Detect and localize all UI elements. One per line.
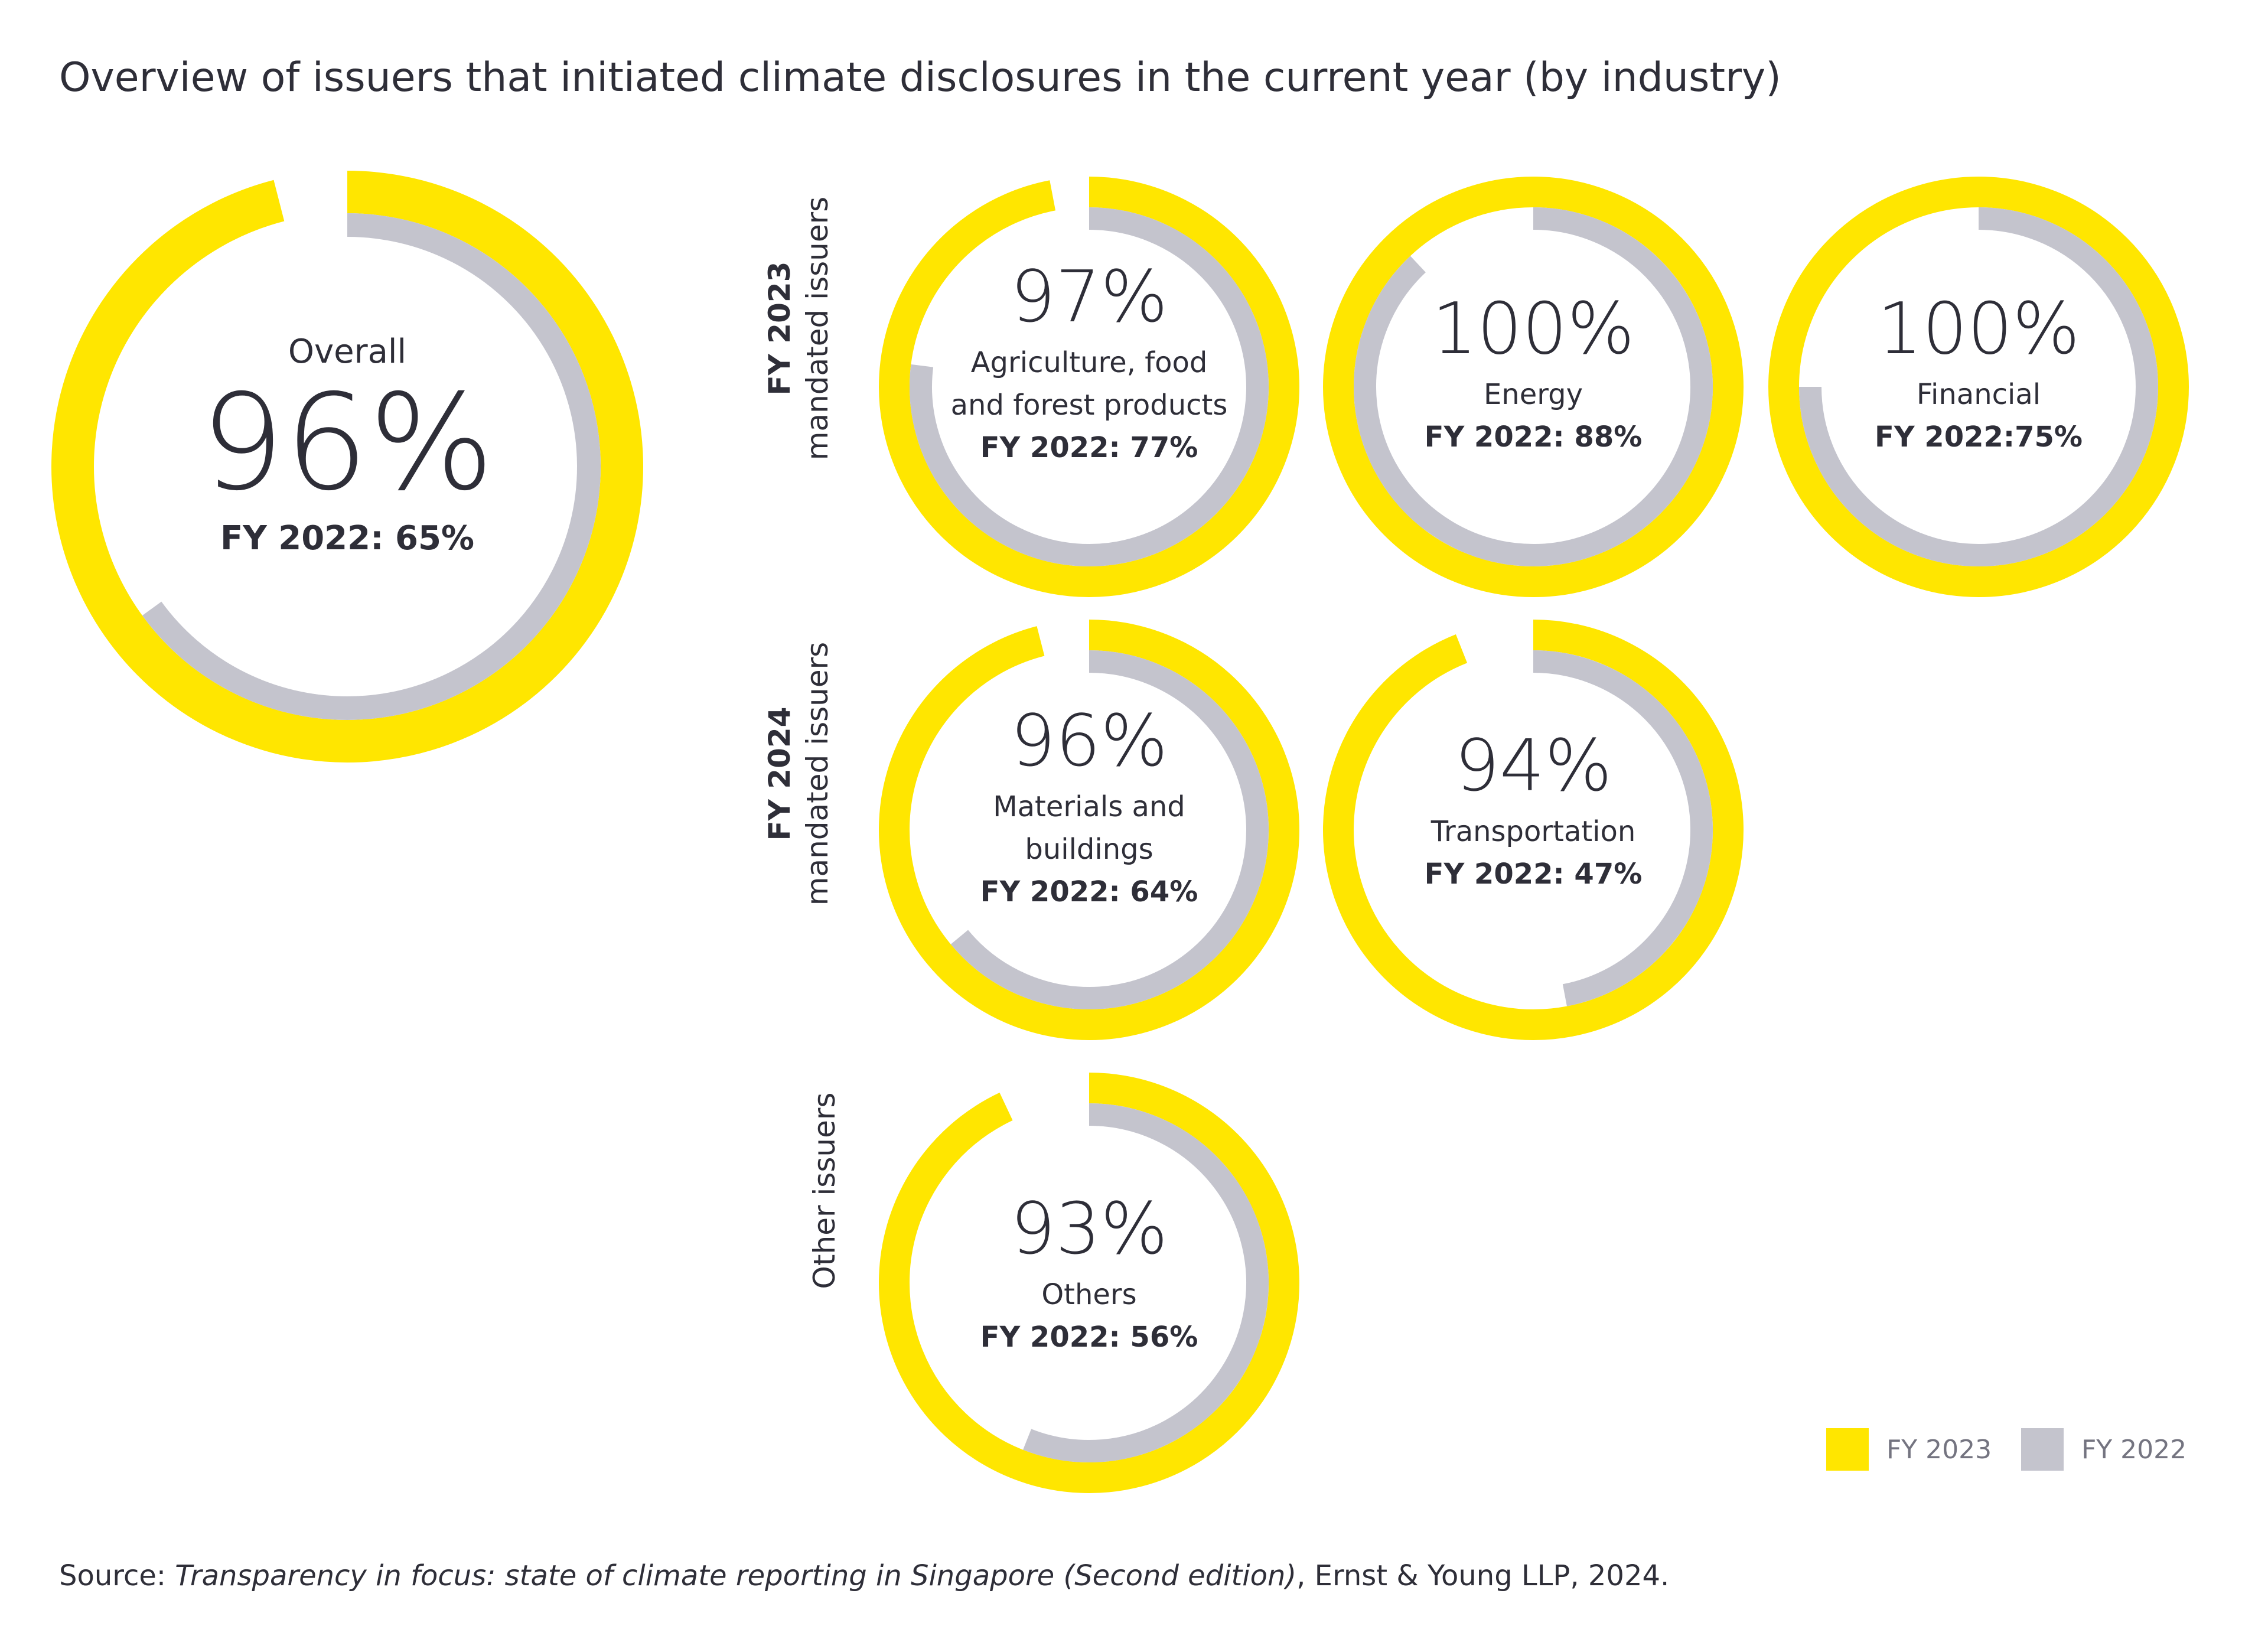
energy-fy2022-value: FY 2022: 88% — [1424, 421, 1643, 454]
energy-labels: 100% Energy FY 2022: 88% — [1425, 294, 1643, 458]
agri-fy2022-value: FY 2022: 77% — [980, 431, 1198, 464]
others-fy2022-value: FY 2022: 56% — [980, 1321, 1198, 1354]
energy-industry-line-1: Energy — [1483, 378, 1583, 411]
others-fy2022-ring — [1023, 1103, 1269, 1462]
overall-fy2023-ring — [51, 171, 643, 763]
agri-industry-line-1: Agriculture, food — [970, 346, 1208, 379]
legend-fy2023: FY 2023 — [1826, 1428, 1992, 1471]
source-prefix: Source: — [59, 1559, 175, 1592]
materials-fy2022-value: FY 2022: 64% — [980, 875, 1198, 908]
transport-fy2023-ring — [1322, 620, 1744, 1040]
materials-fy2023-value: 96% — [1010, 700, 1168, 783]
agri-fy2023-ring — [879, 177, 1299, 597]
legend-fy2022-label: FY 2022 — [2081, 1434, 2187, 1465]
group-fy2024-year: FY 2024 — [762, 706, 797, 841]
others-fy2023-ring — [879, 1073, 1299, 1493]
financial-industry-line-1: Financial — [1916, 378, 2041, 411]
source-title: Transparency in focus: state of climate … — [175, 1559, 1297, 1592]
financial-fy2022-ring — [1799, 207, 2158, 566]
group-fy2023-year: FY 2023 — [762, 261, 797, 396]
materials-labels: 96% Materials and buildings FY 2022: 64% — [980, 706, 1198, 913]
group-other-desc: Other issuers — [807, 1092, 842, 1289]
energy-fy2023-value: 100% — [1432, 288, 1635, 370]
materials-industry-line-1: Materials and — [993, 790, 1185, 823]
group-fy2024-desc: mandated issuers — [800, 641, 835, 906]
agri-fy2023-value: 97% — [1010, 256, 1168, 338]
materials-fy2022-ring — [950, 650, 1269, 1009]
energy-fy2022-ring — [1354, 207, 1713, 566]
overall-fy2023-value: 96% — [200, 366, 494, 520]
legend-fy2023-swatch — [1826, 1428, 1869, 1471]
overall-fy2022-value: FY 2022: 65% — [220, 519, 475, 558]
financial-labels: 100% Financial FY 2022:75% — [1875, 294, 2083, 458]
agri-industry-line-2: and forest products — [950, 389, 1228, 422]
source-note: Source: Transparency in focus: state of … — [59, 1559, 1669, 1592]
agri-fy2022-ring — [910, 207, 1269, 566]
transport-fy2023-value: 94% — [1454, 725, 1612, 807]
others-labels: 93% Others FY 2022: 56% — [980, 1194, 1198, 1358]
energy-fy2023-ring — [1323, 177, 1744, 597]
agri-labels: 97% Agriculture, food and forest product… — [951, 262, 1228, 469]
transport-industry-line-1: Transportation — [1430, 815, 1636, 848]
materials-industry-line-2: buildings — [1025, 833, 1153, 866]
transport-fy2022-ring — [1533, 650, 1713, 1006]
chart-title: Overview of issuers that initiated clima… — [59, 54, 1781, 101]
others-industry-line-1: Others — [1041, 1278, 1137, 1311]
overall-labels: Overall 96% FY 2022: 65% — [200, 328, 494, 562]
financial-fy2023-value: 100% — [1877, 288, 2080, 370]
transport-labels: 94% Transportation FY 2022: 47% — [1425, 731, 1643, 895]
transport-fy2022-value: FY 2022: 47% — [1424, 858, 1643, 891]
legend-fy2022-swatch — [2021, 1428, 2064, 1471]
source-suffix: , Ernst & Young LLP, 2024. — [1296, 1559, 1670, 1592]
group-fy2023-desc: mandated issuers — [800, 196, 835, 461]
materials-fy2023-ring — [879, 620, 1299, 1040]
overall-label: Overall — [288, 333, 407, 371]
legend-fy2022: FY 2022 — [2021, 1428, 2186, 1471]
others-fy2023-value: 93% — [1010, 1188, 1168, 1270]
overall-fy2022-ring — [142, 213, 601, 720]
legend-fy2023-label: FY 2023 — [1886, 1434, 1992, 1465]
financial-fy2023-ring — [1768, 177, 2189, 597]
financial-fy2022-value: FY 2022:75% — [1875, 421, 2083, 454]
